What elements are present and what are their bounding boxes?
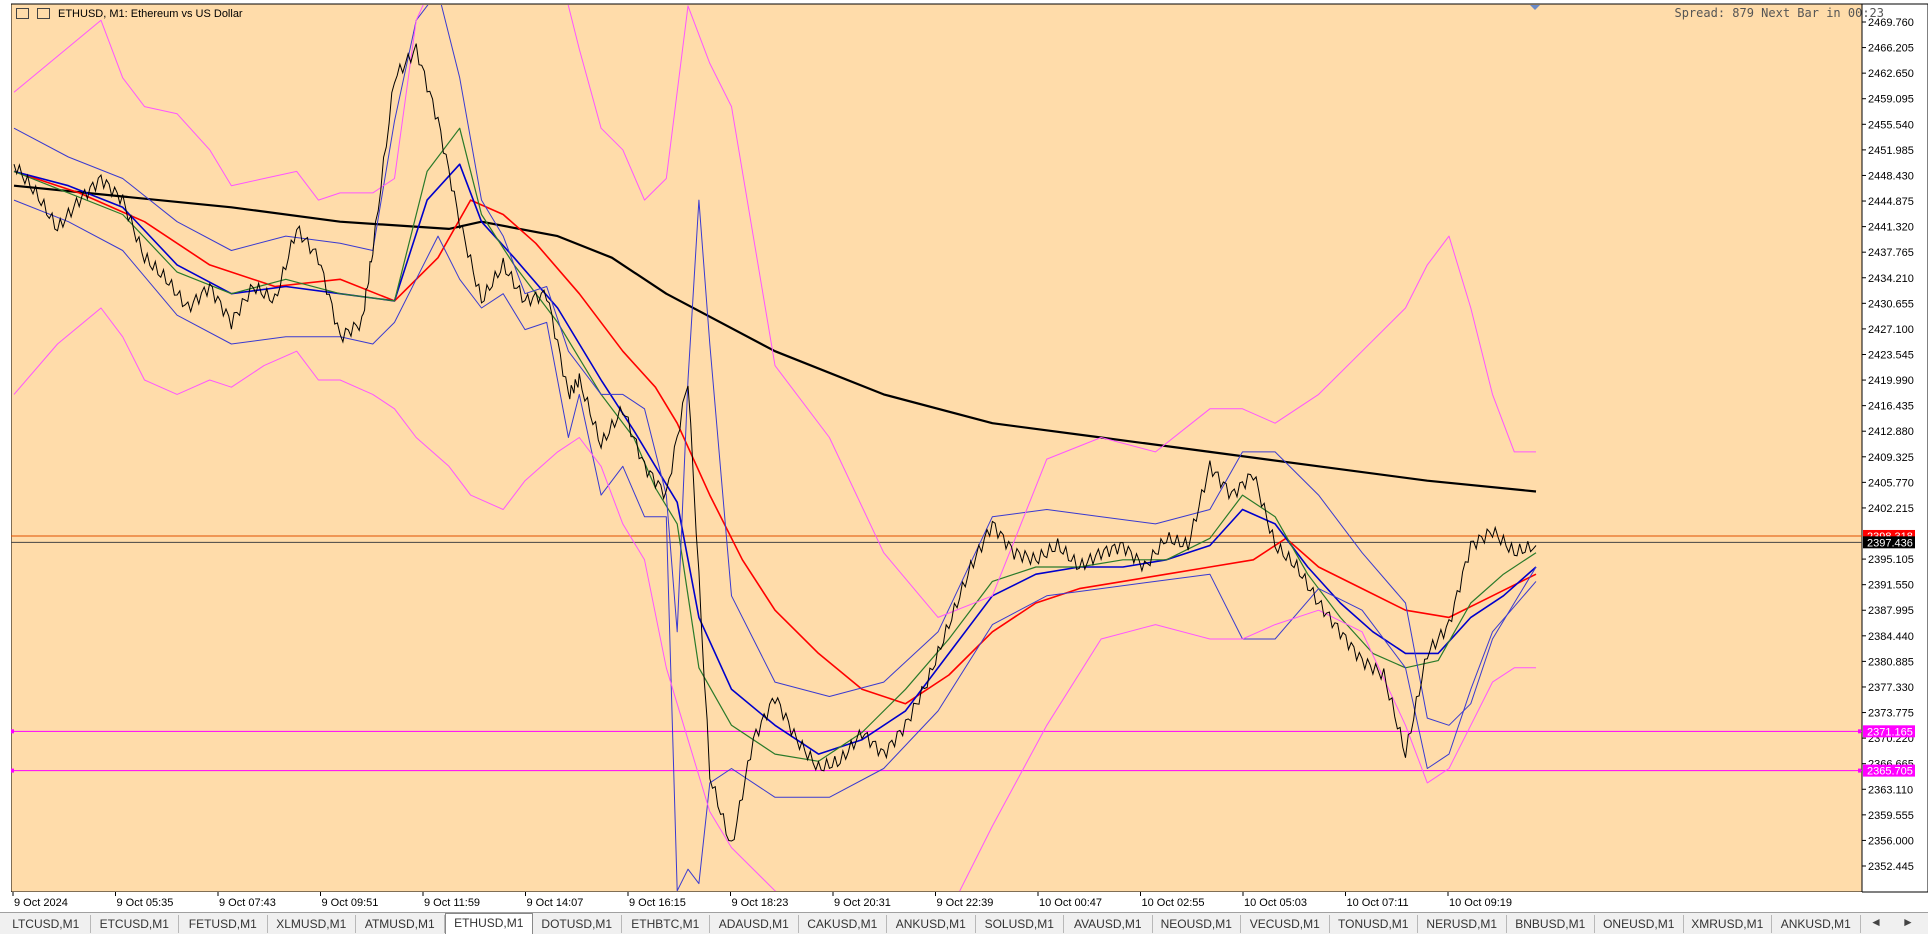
tab-neousd-m1[interactable]: NEOUSD,M1 bbox=[1153, 915, 1241, 933]
chart-type-icon[interactable] bbox=[16, 8, 29, 19]
y-tick-label: 2466.205 bbox=[1868, 43, 1914, 55]
price-label-box bbox=[1863, 536, 1915, 549]
x-tick-label: 10 Oct 02:55 bbox=[1142, 897, 1205, 909]
x-tick-label: 10 Oct 09:19 bbox=[1449, 897, 1512, 909]
y-tick-label: 2441.320 bbox=[1868, 222, 1914, 234]
indicator-line-6 bbox=[13, 199, 1537, 891]
y-tick-label: 2427.100 bbox=[1868, 324, 1914, 336]
spread-info: Spread: 879 Next Bar in 00:23 bbox=[1674, 6, 1884, 20]
y-tick-label: 2448.430 bbox=[1868, 170, 1914, 182]
level-handle-right bbox=[1858, 729, 1861, 734]
y-tick-label: 2416.435 bbox=[1868, 401, 1914, 413]
price-label-text: 2365.705 bbox=[1867, 766, 1913, 778]
tab-etcusd-m1[interactable]: ETCUSD,M1 bbox=[91, 915, 179, 933]
tab-cakusd-m1[interactable]: CAKUSD,M1 bbox=[799, 915, 887, 933]
price-label-box bbox=[1863, 725, 1915, 738]
y-tick-label: 2363.110 bbox=[1868, 784, 1913, 796]
tab-ankusd-m1[interactable]: ANKUSD,M1 bbox=[1772, 915, 1861, 933]
x-tick-label: 9 Oct 18:23 bbox=[732, 897, 789, 909]
y-tick-label: 2409.325 bbox=[1868, 452, 1914, 464]
chart-background bbox=[10, 3, 1863, 893]
level-handle-right bbox=[1858, 768, 1861, 773]
tab-dotusd-m1[interactable]: DOTUSD,M1 bbox=[533, 915, 622, 933]
level-handle-left bbox=[11, 729, 14, 734]
y-tick-label: 2444.875 bbox=[1868, 196, 1914, 208]
y-tick-label: 2462.650 bbox=[1868, 68, 1914, 80]
tab-oneusd-m1[interactable]: ONEUSD,M1 bbox=[1595, 915, 1684, 933]
y-tick-label: 2423.545 bbox=[1868, 349, 1914, 361]
y-tick-label: 2373.775 bbox=[1868, 708, 1914, 720]
indicator-line-1 bbox=[13, 184, 1537, 493]
y-tick-label: 2434.210 bbox=[1868, 273, 1914, 285]
time-axis-panel bbox=[11, 892, 1862, 912]
tab-fetusd-m1[interactable]: FETUSD,M1 bbox=[179, 915, 268, 933]
tab-ltcusd-m1[interactable]: LTCUSD,M1 bbox=[2, 915, 91, 933]
y-tick-label: 2356.000 bbox=[1868, 835, 1914, 847]
tab-nerusd-m1[interactable]: NERUSD,M1 bbox=[1418, 915, 1507, 933]
x-tick-label: 9 Oct 05:35 bbox=[117, 897, 174, 909]
y-tick-label: 2430.655 bbox=[1868, 298, 1914, 310]
tab-xmrusd-m1[interactable]: XMRUSD,M1 bbox=[1684, 915, 1772, 933]
x-tick-label: 9 Oct 2024 bbox=[14, 897, 68, 909]
y-tick-label: 2380.885 bbox=[1868, 656, 1914, 668]
x-tick-label: 9 Oct 09:51 bbox=[322, 897, 379, 909]
x-tick-label: 10 Oct 00:47 bbox=[1039, 897, 1102, 909]
y-tick-label: 2405.770 bbox=[1868, 477, 1914, 489]
price-label-text: 2397.436 bbox=[1867, 537, 1913, 549]
x-tick-label: 9 Oct 07:43 bbox=[219, 897, 276, 909]
tab-xlmusd-m1[interactable]: XLMUSD,M1 bbox=[268, 915, 356, 933]
chart-area[interactable]: 2469.760 2466.205 2462.650 2459.095 2455.540… bbox=[0, 0, 1928, 912]
tab-ankusd-m1[interactable]: ANKUSD,M1 bbox=[887, 915, 976, 933]
chart-properties-icon[interactable] bbox=[37, 8, 50, 19]
y-tick-label: 2391.550 bbox=[1868, 580, 1914, 592]
x-tick-label: 10 Oct 05:03 bbox=[1244, 897, 1307, 909]
y-tick-label: 2402.215 bbox=[1868, 503, 1914, 515]
tab-ethbtc-m1[interactable]: ETHBTC,M1 bbox=[622, 915, 710, 933]
left-margin bbox=[0, 0, 11, 912]
chart-shift-marker bbox=[1530, 5, 1540, 10]
y-tick-label: 2459.095 bbox=[1868, 94, 1914, 106]
tab-atmusd-m1[interactable]: ATMUSD,M1 bbox=[356, 915, 445, 933]
y-tick-label: 2437.765 bbox=[1868, 247, 1914, 259]
price-label-box bbox=[1863, 764, 1915, 777]
price-axis-panel bbox=[1861, 3, 1928, 893]
price-series-line bbox=[13, 43, 1537, 842]
y-tick-label: 2352.445 bbox=[1868, 861, 1914, 873]
x-tick-label: 10 Oct 07:11 bbox=[1347, 897, 1409, 909]
y-tick-label: 2469.760 bbox=[1868, 17, 1914, 29]
price-label-text: 2371.165 bbox=[1867, 726, 1913, 738]
tab-scroll-left-button[interactable]: ◄ bbox=[1870, 915, 1882, 929]
y-tick-label: 2359.555 bbox=[1868, 810, 1914, 822]
x-tick-label: 9 Oct 20:31 bbox=[834, 897, 891, 909]
tab-vecusd-m1[interactable]: VECUSD,M1 bbox=[1241, 915, 1330, 933]
indicator-line-7 bbox=[13, 5, 1536, 618]
y-tick-label: 2455.540 bbox=[1868, 119, 1914, 131]
indicator-line-2 bbox=[13, 170, 1537, 705]
chart-tab-bar: LTCUSD,M1 ETCUSD,M1 FETUSD,M1 XLMUSD,M1 ATMU… bbox=[0, 912, 1928, 934]
tab-solusd-m1[interactable]: SOLUSD,M1 bbox=[976, 915, 1064, 933]
tab-tonusd-m1[interactable]: TONUSD,M1 bbox=[1330, 915, 1418, 933]
y-tick-label: 2384.440 bbox=[1868, 631, 1914, 643]
tab-ethusd-m1[interactable]: ETHUSD,M1 bbox=[444, 913, 533, 934]
tab-adausd-m1[interactable]: ADAUSD,M1 bbox=[710, 915, 799, 933]
y-tick-label: 2419.990 bbox=[1868, 375, 1914, 387]
y-tick-label: 2395.105 bbox=[1868, 554, 1914, 566]
x-tick-label: 9 Oct 22:39 bbox=[937, 897, 994, 909]
chart-title: ETHUSD, M1: Ethereum vs US Dollar bbox=[58, 8, 243, 20]
y-tick-label: 2451.985 bbox=[1868, 145, 1914, 157]
tab-avausd-m1[interactable]: AVAUSD,M1 bbox=[1064, 915, 1153, 933]
price-chart[interactable]: 2469.760 2466.205 2462.650 2459.095 2455.540… bbox=[0, 0, 1928, 912]
y-tick-label: 2387.995 bbox=[1868, 605, 1914, 617]
tab-scroll-right-button[interactable]: ► bbox=[1902, 915, 1914, 929]
x-tick-label: 9 Oct 16:15 bbox=[629, 897, 686, 909]
tab-bnbusd-m1[interactable]: BNBUSD,M1 bbox=[1507, 915, 1595, 933]
indicator-line-4 bbox=[13, 127, 1537, 762]
x-tick-label: 9 Oct 14:07 bbox=[527, 897, 584, 909]
y-tick-label: 2377.330 bbox=[1868, 682, 1914, 694]
level-handle-left bbox=[11, 768, 14, 773]
x-tick-label: 9 Oct 11:59 bbox=[424, 897, 480, 909]
y-tick-label: 2412.880 bbox=[1868, 426, 1914, 438]
